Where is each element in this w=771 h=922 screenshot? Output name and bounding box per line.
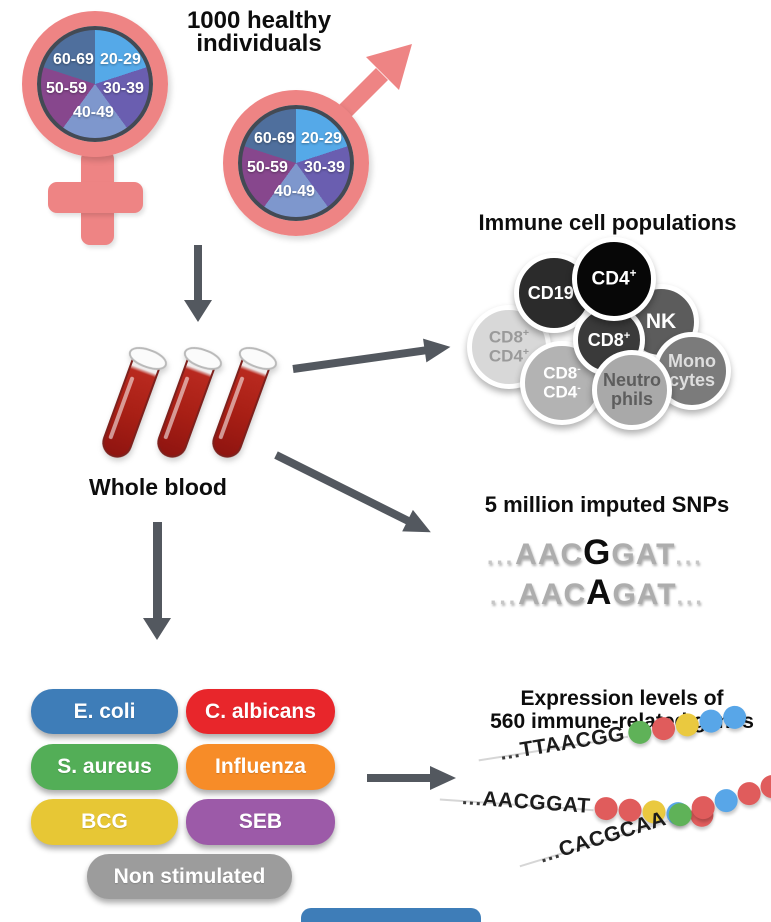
seq-before: AAC [518,578,587,611]
arrow-blood-to-cells [291,332,456,384]
snps-title: 5 million imputed SNPs [484,492,730,517]
title-line1: 1000 healthy [186,7,332,34]
pie-label-60-69: 60-69 [254,130,295,147]
snp-variant-allele: A [586,573,613,612]
pie-label-20-29: 20-29 [301,130,342,147]
pie-label-30-39: 30-39 [103,80,144,97]
expression-dot-blue [721,703,749,730]
stimulus-label: S. aureus [57,755,152,778]
cell-neutrophils: Neutro phils [592,350,672,430]
stimulus-saureus: S. aureus [31,744,178,790]
expression-dot-red [650,714,677,742]
immune-populations-title: Immune cell populations [478,210,737,235]
stimulus-nonstimulated: Non stimulated [87,854,292,899]
cell-label: CD8+ [587,329,631,350]
gene-strand-3: ...CACGCAA [519,771,771,868]
ellipsis: ... [676,583,705,609]
seq-after: GAT [612,578,677,611]
seq-after: GAT [611,538,676,571]
female-symbol-crossbar [48,182,143,213]
stimulus-calbicans: C. albicans [186,689,335,734]
figure-title: 1000 healthy individuals [153,7,365,57]
female-age-pie: 60-69 20-29 50-59 30-39 40-49 [37,26,153,142]
cell-label: Mono cytes [668,350,716,390]
expression-dot-blue [697,707,725,734]
expression-title-line1: Expression levels of [520,687,724,710]
male-symbol: 60-69 20-29 50-59 30-39 40-49 [223,90,369,236]
ellipsis: ... [675,543,704,569]
male-symbol-arrow [333,44,412,120]
stimulus-ecoli: E. coli [31,689,178,734]
stimulus-label: SEB [238,810,283,833]
cell-label: CD8- CD4- [543,362,581,402]
expression-dot-green [626,718,654,745]
cell-label: NK [645,309,677,333]
expression-dot-red [689,792,718,822]
expression-dot-red [593,795,619,821]
strand-sequence: ...AACGGAT [461,786,592,818]
cell-cd4: CD4+ [572,237,656,321]
snp-sequence-1: ...AACGGAT... [487,533,704,573]
cell-label: CD4+ [591,267,637,290]
expression-dot-yellow [674,711,701,738]
ellipsis: ... [490,583,519,609]
stimulus-seb: SEB [186,799,335,845]
male-age-pie: 60-69 20-29 50-59 30-39 40-49 [238,105,354,221]
seq-before: AAC [515,538,584,571]
stimulus-bcg: BCG [31,799,178,845]
female-symbol: 60-69 20-29 50-59 30-39 40-49 [22,11,168,157]
snp-variant-allele: G [583,533,612,572]
expression-dot-blue [711,785,741,815]
pie-label-50-59: 50-59 [247,159,288,176]
arrow-stimuli-to-expression [367,766,457,790]
stimulus-label: Non stimulated [113,864,266,888]
stimulus-label: Influenza [214,755,306,778]
pie-label-20-29: 20-29 [100,51,141,68]
cell-label: Neutro phils [603,369,661,409]
cell-label: CD8+ CD4+ [488,326,530,366]
pie-label-50-59: 50-59 [46,80,87,97]
whole-blood-label: Whole blood [89,474,227,500]
snp-sequence-2: ...AACAGAT... [490,573,705,613]
pie-label-40-49: 40-49 [274,183,315,200]
expression-dots [665,771,771,829]
pie-label-40-49: 40-49 [73,104,114,121]
expression-dot-red [734,778,764,808]
pie-label-30-39: 30-39 [304,159,345,176]
stimulus-influenza: Influenza [186,744,335,790]
title-line2: individuals [196,30,322,57]
pie-label-60-69: 60-69 [53,51,94,68]
stimulus-label: BCG [81,810,128,833]
ellipsis: ... [487,543,516,569]
cropped-panel-edge [301,908,481,922]
stimulus-label: E. coli [73,699,136,723]
arrow-blood-to-snps [269,442,440,547]
stimulus-label: C. albicans [205,699,316,723]
